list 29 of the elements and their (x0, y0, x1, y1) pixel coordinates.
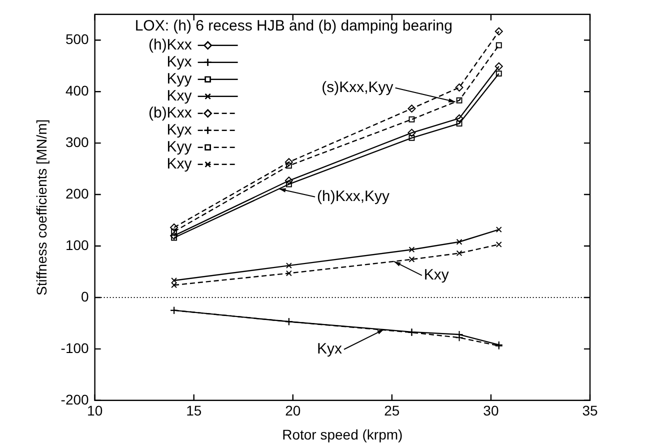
x-tick-label: 35 (582, 402, 598, 419)
legend-label: (b)Kxx (148, 104, 192, 122)
annotation: Kxy (424, 266, 450, 284)
legend-title: LOX: (h) 6 recess HJB and (b) damping bearing (134, 18, 452, 35)
y-axis-title: Stiffness coefficients [MN/m] (33, 119, 50, 296)
x-axis-title: Rotor speed (krpm) (282, 426, 403, 442)
y-tick-label: 400 (65, 82, 90, 98)
y-tick-label: -100 (60, 340, 90, 356)
x-tick-label: 25 (384, 402, 400, 419)
x-tick-label: 10 (87, 402, 103, 419)
x-tick-label: 20 (285, 402, 301, 419)
y-tick-label: 500 (65, 30, 90, 47)
annotation: (h)Kxx,Kyy (317, 188, 390, 206)
y-tick-label: 200 (65, 185, 90, 202)
legend-label: (h)Kxx (148, 36, 192, 54)
annotation: Kyx (316, 340, 342, 358)
x-tick-label: 15 (186, 402, 202, 419)
legend-label: Kxy (166, 156, 192, 173)
y-tick-label: 0 (81, 288, 90, 304)
y-tick-label: 300 (65, 134, 90, 150)
legend-label: Kyx (166, 122, 192, 139)
legend-label: Kyy (166, 70, 192, 88)
y-tick-label: 100 (65, 236, 90, 253)
legend-label: Kyx (166, 54, 192, 71)
annotation: (s)Kxx,Kyy (322, 79, 394, 96)
legend-label: Kxy (166, 88, 192, 105)
x-tick-label: 30 (483, 402, 499, 419)
y-tick-label: -200 (60, 391, 90, 408)
legend-label: Kyy (166, 138, 192, 156)
